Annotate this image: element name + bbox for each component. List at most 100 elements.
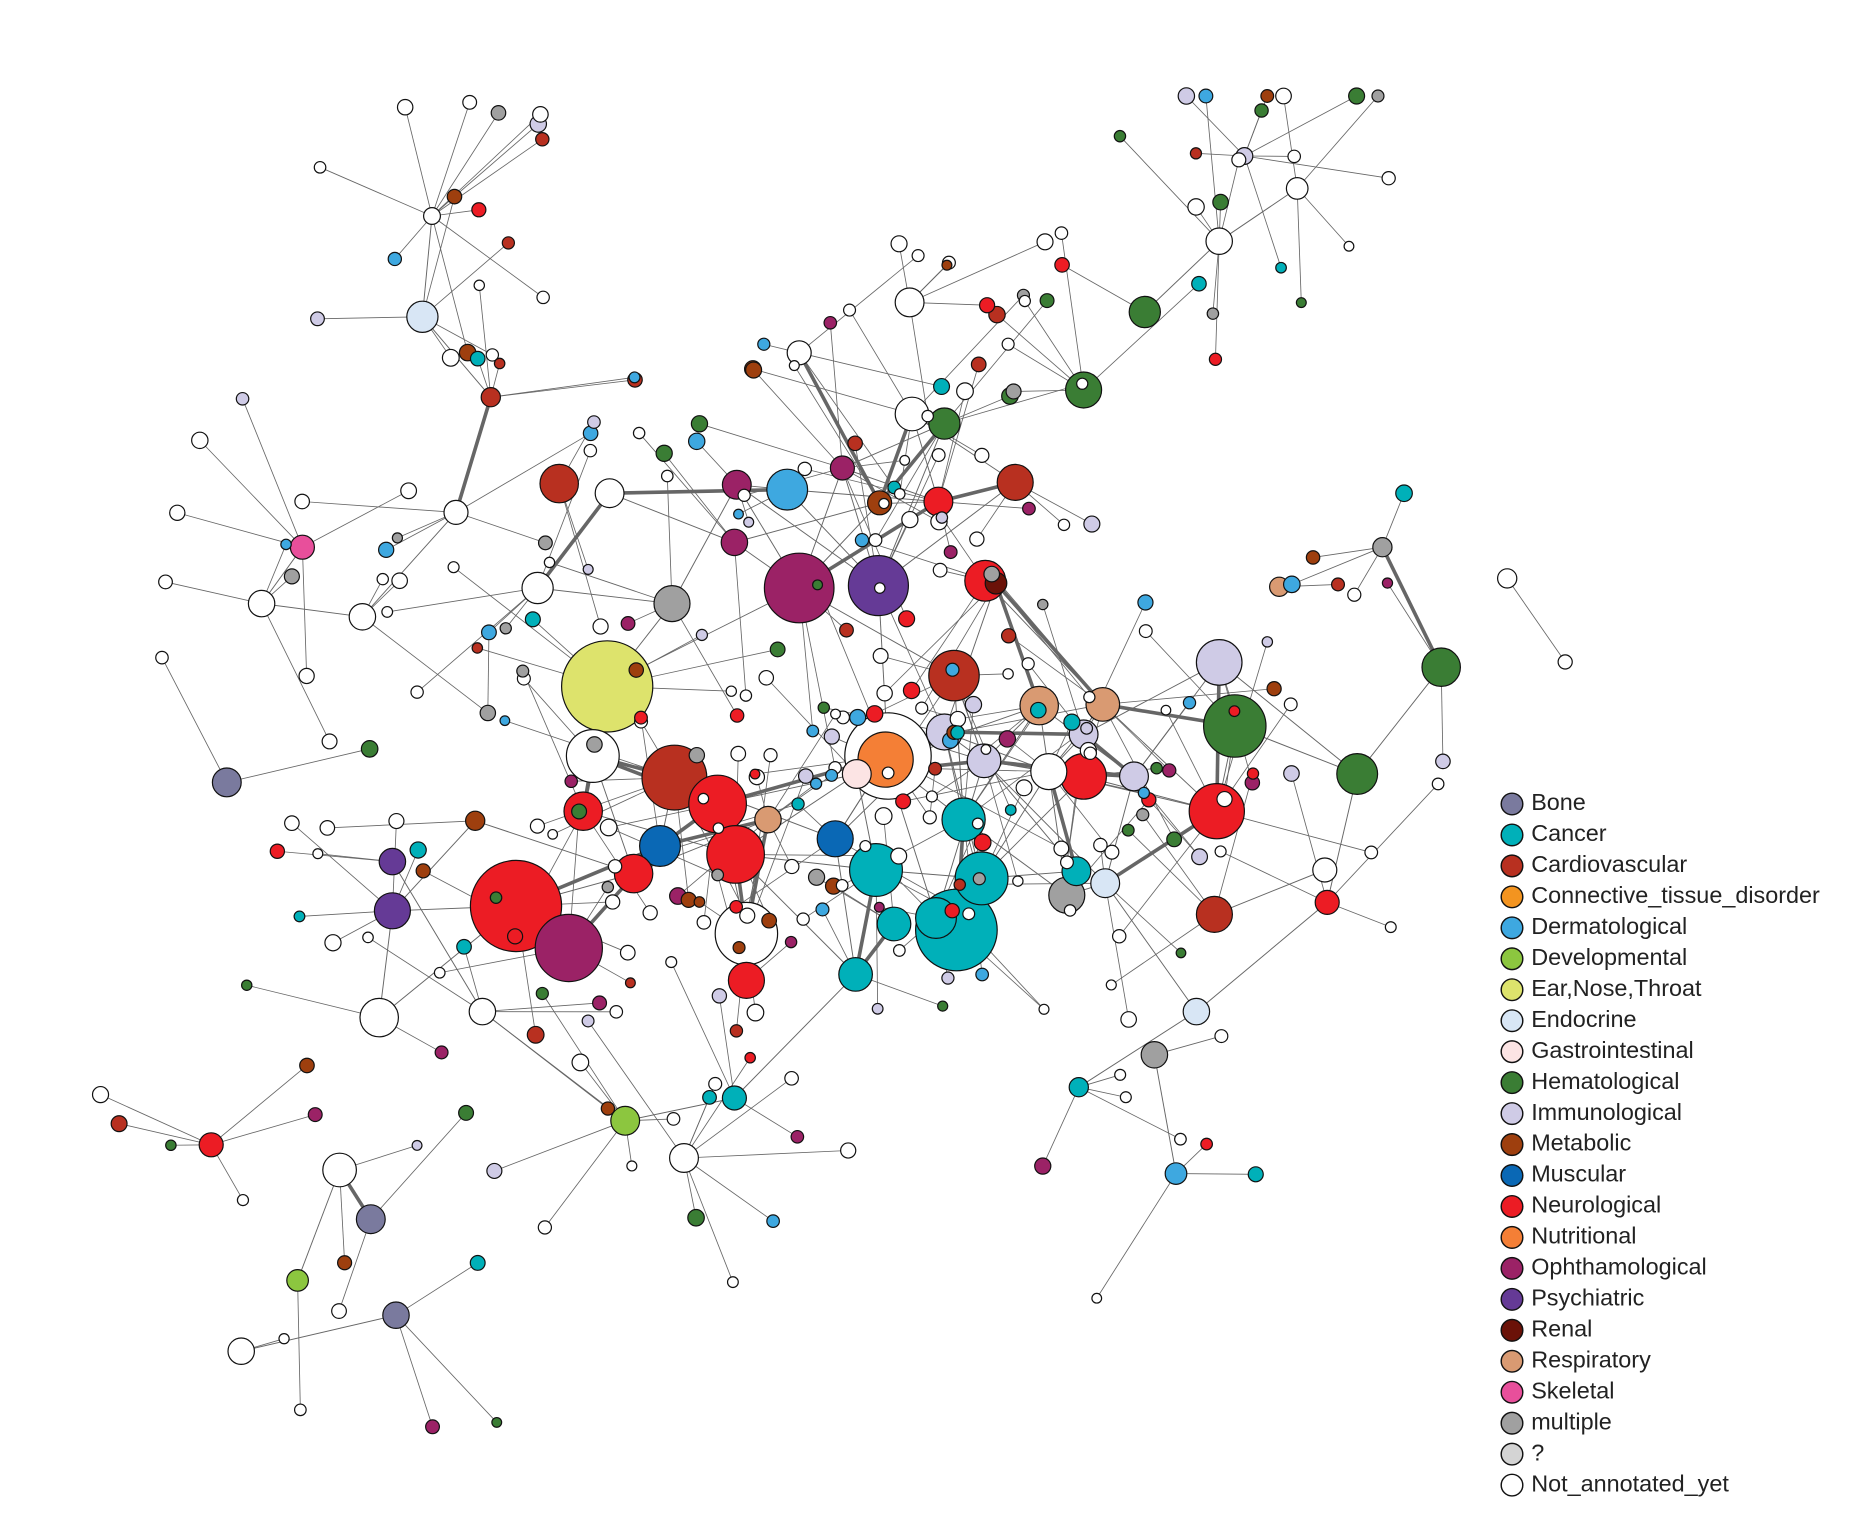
node <box>872 647 889 664</box>
edge <box>733 542 747 696</box>
node <box>322 1152 358 1188</box>
edge <box>482 1011 626 1122</box>
node <box>711 868 725 882</box>
legend-swatch <box>1500 1071 1524 1095</box>
node <box>236 1193 250 1207</box>
edge <box>1213 773 1254 915</box>
node <box>737 488 751 502</box>
edge <box>241 1314 397 1352</box>
node <box>462 94 478 110</box>
edge <box>1096 1173 1177 1299</box>
node <box>312 848 324 860</box>
node <box>286 1269 310 1292</box>
node <box>1022 501 1036 516</box>
legend-swatch <box>1500 1287 1524 1311</box>
edge <box>609 487 788 495</box>
node <box>278 1333 290 1345</box>
edge <box>246 984 380 1019</box>
node <box>396 98 414 116</box>
node <box>1177 87 1196 105</box>
node <box>865 705 884 723</box>
node <box>725 685 738 697</box>
edge <box>385 512 457 551</box>
node <box>809 777 823 790</box>
node <box>321 733 338 750</box>
node <box>807 868 826 886</box>
edge <box>884 582 997 694</box>
node <box>922 810 937 825</box>
node <box>1030 753 1068 791</box>
node <box>1497 568 1518 589</box>
node <box>1091 1292 1103 1304</box>
node <box>307 1107 323 1123</box>
edge <box>1205 95 1220 242</box>
node <box>890 847 908 865</box>
edge <box>671 603 738 716</box>
node <box>797 461 813 477</box>
node <box>211 767 242 798</box>
node <box>582 563 594 575</box>
edge <box>994 582 1105 706</box>
node <box>953 878 966 891</box>
node <box>729 899 744 914</box>
node <box>1164 1162 1188 1186</box>
node <box>1188 783 1246 840</box>
legend-label: Connective_tissue_disorder <box>1531 882 1820 908</box>
node <box>1261 636 1274 648</box>
node <box>1065 371 1103 409</box>
node <box>247 589 276 618</box>
edge <box>1296 188 1302 303</box>
node <box>1283 697 1298 712</box>
node <box>823 728 840 745</box>
node <box>1381 171 1396 186</box>
node <box>628 371 641 384</box>
node <box>786 340 812 366</box>
node <box>441 348 460 367</box>
node <box>493 357 506 370</box>
edge <box>487 632 490 713</box>
edge <box>387 587 538 613</box>
edge <box>1356 666 1442 775</box>
node <box>696 915 712 930</box>
node <box>1195 639 1243 686</box>
node <box>1137 786 1151 800</box>
edge <box>490 376 635 398</box>
node <box>620 616 636 631</box>
node <box>1347 587 1362 602</box>
node <box>849 708 867 727</box>
legend-label: Psychiatric <box>1531 1285 1644 1311</box>
edge <box>938 501 1029 510</box>
node <box>744 1051 756 1064</box>
node <box>830 708 841 720</box>
edge <box>1061 233 1085 391</box>
edge <box>1142 814 1215 915</box>
node <box>797 768 814 784</box>
node <box>854 532 870 548</box>
node <box>1057 518 1071 532</box>
node <box>1381 577 1394 589</box>
node <box>600 1101 616 1116</box>
node <box>1083 515 1101 533</box>
node <box>1435 753 1451 770</box>
node <box>1371 89 1385 103</box>
node <box>941 797 986 842</box>
node <box>469 1254 486 1271</box>
node <box>732 940 746 955</box>
node <box>746 1003 765 1022</box>
edge <box>1220 851 1328 903</box>
node <box>592 995 608 1011</box>
node <box>537 535 553 551</box>
node <box>726 1276 739 1289</box>
node <box>169 504 186 521</box>
node <box>1162 763 1177 778</box>
node <box>1138 624 1153 639</box>
node <box>411 1139 423 1151</box>
edge <box>1104 883 1130 1020</box>
edge <box>767 713 836 820</box>
nodes <box>91 87 1573 1435</box>
node <box>758 669 775 686</box>
edge <box>842 423 945 469</box>
edge <box>798 255 919 354</box>
node <box>943 545 958 560</box>
edge <box>392 820 476 912</box>
